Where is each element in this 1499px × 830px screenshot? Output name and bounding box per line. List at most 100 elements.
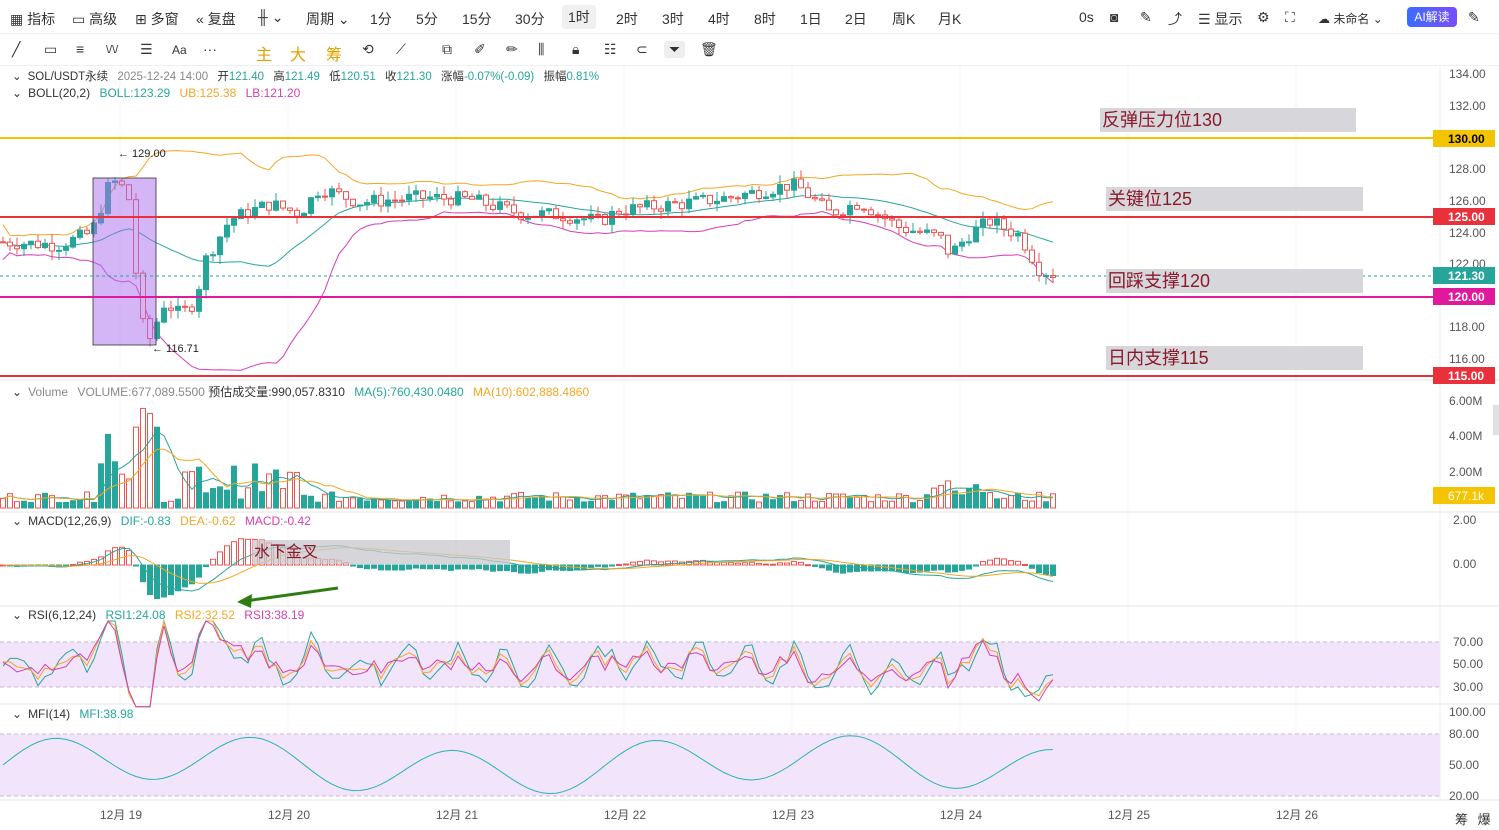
- candle-body: [973, 226, 979, 243]
- pane-resize-handle: [1493, 405, 1499, 435]
- volume-bar: [581, 501, 587, 509]
- magnet-icon[interactable]: ⊂: [636, 41, 648, 57]
- volume-bar: [665, 492, 671, 509]
- volume-bar: [1043, 501, 1049, 509]
- collapse-icon[interactable]: ⌄: [12, 514, 23, 528]
- mfi-value: MFI:38.98: [79, 707, 134, 721]
- volume-bar: [707, 491, 713, 509]
- share-icon[interactable]: ⤴: [1168, 11, 1182, 27]
- sync-icon[interactable]: ⟲: [362, 41, 374, 57]
- rectangle-icon[interactable]: ▭: [44, 41, 58, 57]
- macd-hist-bar: [875, 564, 881, 572]
- liquidation-button[interactable]: 爆: [1477, 812, 1491, 827]
- volume-bar: [308, 495, 314, 509]
- volume-bar: [224, 489, 230, 509]
- rsi3: RSI3:38.19: [244, 608, 305, 622]
- large-order-toggle[interactable]: 大: [290, 47, 307, 64]
- candle-body: [14, 245, 20, 250]
- highlighter-icon[interactable]: ✏: [506, 41, 518, 57]
- volume-bar: [910, 502, 916, 509]
- collapse-icon[interactable]: ⌄: [12, 707, 23, 721]
- main-legend: ⌄ SOL/USDT永续 2025-12-24 14:00 开121.40 高12…: [12, 68, 605, 84]
- trendline-icon[interactable]: ╱: [12, 41, 21, 57]
- macd-hist-bar: [1043, 564, 1049, 576]
- interval-tab-8[interactable]: 8时: [754, 11, 776, 27]
- interval-tab-6[interactable]: 3时: [662, 11, 684, 27]
- mfi-line: [2, 735, 1054, 795]
- candle-body: [273, 200, 279, 211]
- replay-button[interactable]: « 复盘: [196, 11, 236, 27]
- macd-hist-bar: [1029, 564, 1035, 569]
- interval-tab-4[interactable]: 1时: [562, 5, 596, 29]
- more-icon[interactable]: ···: [203, 41, 217, 57]
- pen-icon[interactable]: ✎: [1140, 9, 1152, 25]
- volume-bar: [777, 495, 783, 509]
- macd-hist-bar: [805, 564, 811, 567]
- macd-hist-bar: [735, 562, 741, 566]
- period-button[interactable]: 周期 ⌄: [306, 11, 350, 27]
- interval-tab-5[interactable]: 2时: [616, 11, 638, 27]
- candle-body: [777, 184, 783, 195]
- interval-tab-9[interactable]: 1日: [800, 11, 822, 27]
- volume-bar: [77, 498, 83, 509]
- ai-interpret-button[interactable]: AI解读: [1407, 7, 1457, 27]
- boll-lower: LB:121.20: [245, 86, 301, 100]
- copy-icon[interactable]: ⧉: [442, 41, 452, 57]
- volume-bar: [756, 501, 762, 509]
- lock-icon[interactable]: 🔒︎: [572, 41, 580, 57]
- macd-hist: MACD:-0.42: [244, 514, 311, 528]
- candles-icon[interactable]: ╫ ⌄: [258, 9, 284, 25]
- candle-body: [742, 192, 748, 200]
- parallel-lines-icon[interactable]: ≡: [76, 41, 85, 57]
- interval-tab-10[interactable]: 2日: [845, 11, 867, 27]
- macd-hist-bar: [518, 564, 524, 574]
- interval-tab-0[interactable]: 1分: [370, 11, 392, 27]
- collapse-icon[interactable]: ⌄: [12, 608, 23, 622]
- indicators-button[interactable]: ▦ 指标: [10, 11, 56, 27]
- filter-icon[interactable]: ⏷: [664, 41, 686, 58]
- multi-window-button[interactable]: ⊞ 多窗: [135, 11, 179, 27]
- layout-menu[interactable]: ☁ 未命名 ⌄: [1318, 12, 1383, 26]
- interval-tab-3[interactable]: 30分: [515, 11, 545, 27]
- candle-body: [469, 195, 475, 200]
- template-icon[interactable]: ☷: [604, 41, 617, 57]
- chart-canvas[interactable]: 反弹压力位130 关键位125 回踩支撑120 日内支撑115 ← 129.00 ← 11…: [0, 66, 1499, 830]
- rsi2-line: [2, 620, 1054, 708]
- chips-toggle[interactable]: 筹: [326, 47, 343, 64]
- edit-icon[interactable]: ✎: [1468, 9, 1480, 25]
- volume-bar: [868, 501, 874, 509]
- collapse-icon[interactable]: ⌄: [12, 385, 23, 399]
- candle-body: [392, 199, 398, 202]
- macd-hist-bar: [511, 564, 517, 573]
- interval-tab-11[interactable]: 周K: [892, 11, 916, 27]
- brush-icon[interactable]: ✐: [474, 41, 486, 57]
- low-marker: ← 116.71: [152, 343, 199, 355]
- mfi-band: [0, 734, 1440, 796]
- gear-icon[interactable]: ⚙: [1257, 9, 1270, 25]
- interval-tab-12[interactable]: 月K: [938, 11, 962, 27]
- price-tag-label: 115.00: [1448, 369, 1484, 383]
- candle-body: [70, 236, 76, 248]
- interval-tab-1[interactable]: 5分: [416, 11, 438, 27]
- display-button[interactable]: ☰ 显示: [1198, 11, 1243, 27]
- interval-tab-7[interactable]: 4时: [708, 11, 730, 27]
- text-tool[interactable]: Aa: [172, 43, 187, 57]
- main-force-toggle[interactable]: 主: [256, 47, 273, 64]
- indicators-label: 指标: [27, 11, 56, 27]
- chips-button[interactable]: 筹: [1455, 812, 1469, 827]
- camera-icon[interactable]: ◙: [1110, 9, 1119, 25]
- volume-bar: [294, 471, 300, 509]
- collapse-icon[interactable]: ⌄: [12, 71, 22, 83]
- wave-icon[interactable]: \/\/: [106, 44, 119, 56]
- bars-icon[interactable]: ⫼: [538, 41, 545, 57]
- fib-icon[interactable]: ☰: [140, 41, 153, 57]
- collapse-icon[interactable]: ⌄: [12, 86, 23, 100]
- volume-bar: [343, 497, 349, 509]
- advanced-button[interactable]: ▭ 高级: [72, 11, 118, 27]
- macd-hist-bar: [378, 564, 384, 571]
- trash-icon[interactable]: 🗑︎: [700, 41, 718, 57]
- measure-icon[interactable]: ⟋: [396, 41, 406, 57]
- interval-tab-2[interactable]: 15分: [462, 11, 492, 27]
- fullscreen-icon[interactable]: ⛶: [1285, 9, 1295, 25]
- candle-body: [168, 307, 174, 311]
